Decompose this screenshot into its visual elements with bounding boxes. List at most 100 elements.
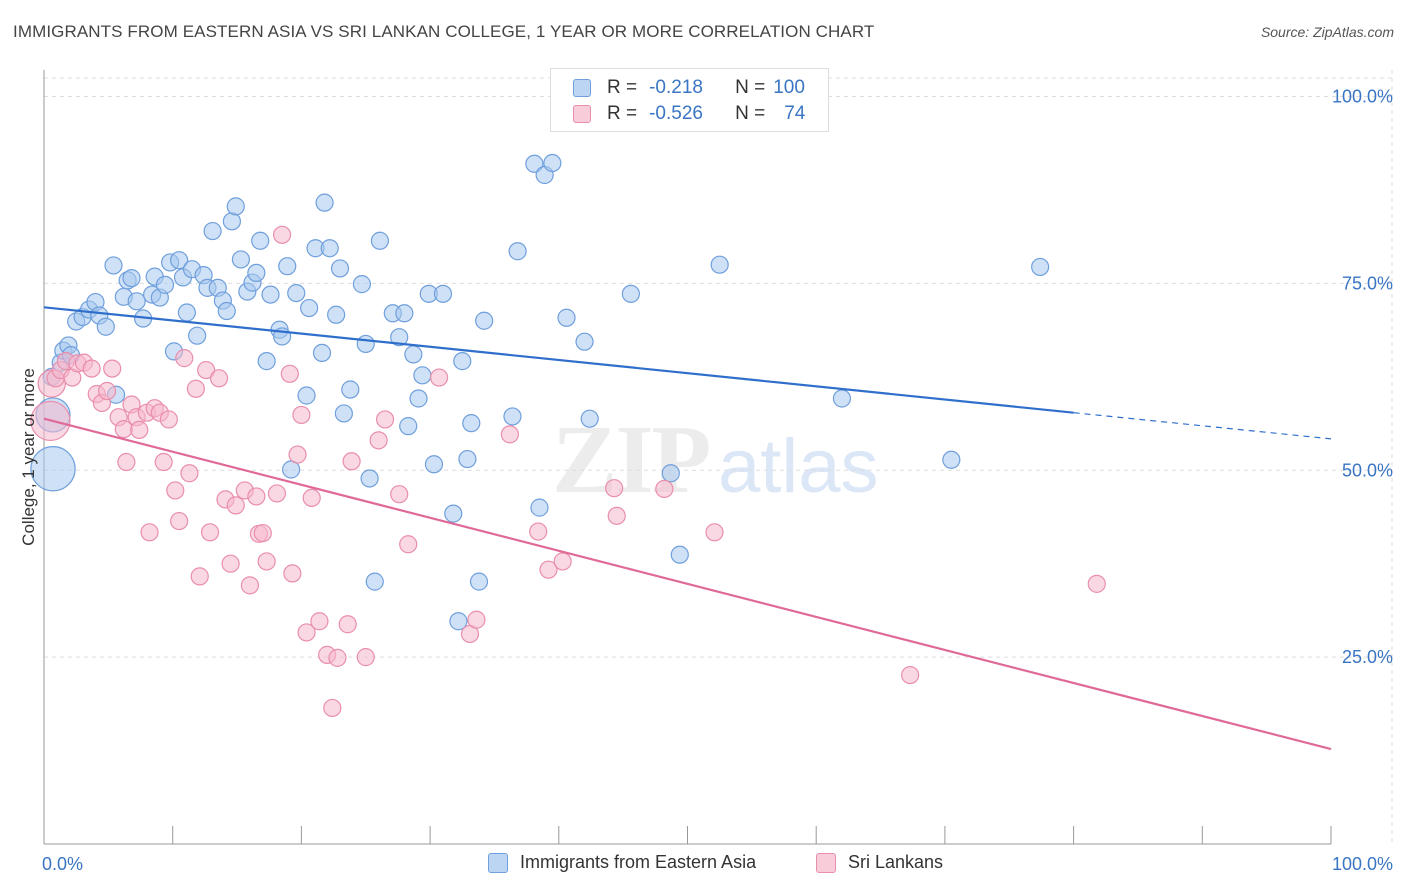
point-sri-lankan: [175, 349, 194, 368]
point-eastern-asia: [399, 417, 418, 436]
point-eastern-asia: [287, 283, 306, 303]
y-tick-label: 25.0%: [1342, 647, 1393, 667]
r-value: -0.218: [649, 77, 703, 98]
point-sri-lankan: [390, 485, 409, 504]
point-eastern-asia: [580, 409, 599, 428]
point-eastern-asia: [409, 389, 428, 408]
point-sri-lankan: [82, 359, 101, 378]
point-eastern-asia: [297, 386, 316, 405]
point-sri-lankan: [399, 535, 418, 554]
point-eastern-asia: [30, 446, 76, 492]
point-sri-lankan: [166, 481, 185, 500]
point-sri-lankan: [197, 360, 216, 380]
point-sri-lankan: [180, 464, 199, 483]
legend-row-eastern-asia: R = -0.218 N = 100: [573, 76, 805, 100]
point-sri-lankan: [97, 381, 117, 401]
point-eastern-asia: [188, 326, 207, 345]
point-eastern-asia: [203, 221, 222, 241]
legend-label: Sri Lankans: [848, 852, 944, 872]
point-eastern-asia: [390, 328, 409, 347]
point-eastern-asia: [508, 242, 527, 261]
point-eastern-asia: [503, 407, 522, 426]
y-axis-label: College, 1 year or more: [19, 368, 38, 546]
point-eastern-asia: [557, 308, 576, 327]
point-sri-lankan: [302, 488, 321, 508]
point-sri-lankan: [209, 369, 229, 388]
watermark: ZIP atlas: [552, 406, 879, 514]
point-sri-lankan: [539, 560, 558, 579]
n-value: 74: [784, 103, 806, 124]
point-eastern-asia: [334, 404, 353, 423]
point-eastern-asia: [475, 311, 494, 330]
y-tick-label: 75.0%: [1342, 273, 1393, 293]
r-label: R =: [607, 103, 638, 124]
legend-label: Immigrants from Eastern Asia: [520, 852, 757, 872]
point-eastern-asia: [341, 380, 360, 399]
point-sri-lankan: [342, 452, 361, 471]
point-sri-lankan: [140, 523, 159, 542]
point-sri-lankan: [240, 576, 260, 595]
point-eastern-asia: [360, 469, 379, 488]
point-eastern-asia: [320, 239, 339, 258]
point-eastern-asia: [327, 305, 346, 324]
point-sri-lankan: [323, 698, 342, 718]
point-sri-lankan: [292, 405, 311, 425]
point-eastern-asia: [231, 250, 251, 269]
legend-row-sri-lankans: R = -0.526 N = 74: [573, 102, 805, 126]
point-eastern-asia: [621, 284, 640, 303]
point-sri-lankan: [375, 410, 395, 429]
point-sri-lankan: [272, 225, 292, 244]
trendline-sri-lankans: [43, 417, 1332, 751]
point-eastern-asia: [1031, 257, 1050, 277]
point-eastern-asia: [257, 352, 276, 371]
point-eastern-asia: [226, 197, 245, 216]
point-eastern-asia: [710, 255, 729, 274]
point-sri-lankan: [190, 567, 209, 586]
point-sri-lankan: [500, 425, 519, 444]
point-eastern-asia: [525, 154, 544, 173]
series-legend: Immigrants from Eastern Asia Sri Lankans: [0, 852, 1406, 878]
legend-item-sri-lankans: Sri Lankans: [816, 852, 943, 873]
point-eastern-asia: [352, 275, 371, 294]
point-sri-lankan: [267, 484, 287, 503]
point-eastern-asia: [453, 352, 472, 371]
point-eastern-asia: [469, 572, 489, 591]
point-sri-lankan: [655, 479, 674, 499]
point-eastern-asia: [449, 612, 468, 631]
point-sri-lankan: [529, 522, 548, 541]
point-sri-lankan: [605, 479, 624, 498]
point-eastern-asia: [942, 450, 961, 469]
point-sri-lankan: [257, 552, 276, 571]
point-eastern-asia: [458, 449, 477, 469]
n-label: N =: [735, 103, 766, 124]
point-eastern-asia: [365, 572, 384, 591]
point-eastern-asia: [356, 334, 375, 354]
legend-swatch-blue: [488, 852, 508, 873]
y-tick-label: 50.0%: [1342, 460, 1393, 480]
trendline-eastern-asia-extension: [1073, 412, 1332, 440]
point-eastern-asia: [370, 231, 390, 250]
point-eastern-asia: [404, 345, 423, 364]
point-eastern-asia: [444, 504, 463, 523]
point-eastern-asia: [661, 464, 680, 483]
point-eastern-asia: [330, 259, 350, 278]
point-sri-lankan: [356, 648, 375, 667]
point-sri-lankan: [1087, 574, 1106, 593]
point-sri-lankan: [280, 364, 299, 383]
point-eastern-asia: [251, 231, 270, 250]
point-eastern-asia: [433, 284, 453, 303]
point-eastern-asia: [300, 298, 319, 318]
point-sri-lankan: [253, 523, 272, 543]
point-sri-lankan: [310, 612, 329, 631]
point-sri-lankan: [114, 420, 133, 439]
point-sri-lankan: [186, 379, 205, 398]
point-eastern-asia: [261, 285, 280, 304]
point-eastern-asia: [530, 498, 549, 517]
watermark-zip: ZIP: [552, 406, 710, 514]
point-sri-lankan: [369, 431, 388, 450]
point-eastern-asia: [462, 414, 481, 433]
point-eastern-asia: [278, 257, 297, 276]
point-eastern-asia: [670, 545, 689, 564]
r-label: R =: [607, 77, 638, 98]
